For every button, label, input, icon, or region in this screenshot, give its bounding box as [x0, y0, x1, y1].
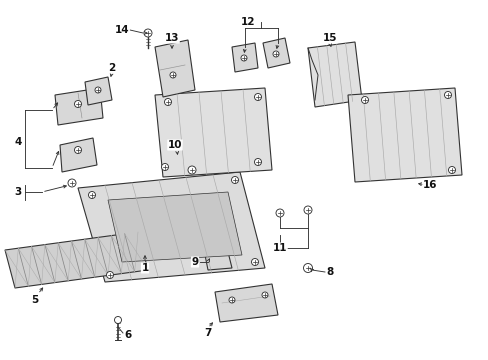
Polygon shape [155, 88, 271, 177]
Circle shape [74, 147, 81, 153]
Polygon shape [5, 232, 148, 288]
Circle shape [228, 297, 235, 303]
Polygon shape [155, 40, 195, 97]
Polygon shape [204, 252, 231, 270]
Polygon shape [347, 88, 461, 182]
Circle shape [164, 99, 171, 105]
Text: 7: 7 [204, 328, 211, 338]
Circle shape [304, 206, 311, 214]
Circle shape [95, 87, 101, 93]
Circle shape [143, 29, 152, 37]
Polygon shape [263, 38, 289, 68]
Polygon shape [215, 284, 278, 322]
Text: 15: 15 [322, 33, 337, 43]
Circle shape [254, 158, 261, 166]
Polygon shape [307, 42, 361, 107]
Polygon shape [60, 138, 97, 172]
Text: 14: 14 [115, 25, 129, 35]
Circle shape [361, 96, 368, 104]
Text: 11: 11 [272, 243, 286, 253]
Text: 13: 13 [164, 33, 179, 43]
Text: 5: 5 [31, 295, 39, 305]
Text: 6: 6 [124, 330, 131, 340]
Text: 1: 1 [141, 263, 148, 273]
Circle shape [114, 316, 121, 324]
Polygon shape [78, 172, 264, 282]
Circle shape [74, 100, 81, 108]
Circle shape [88, 192, 95, 198]
Text: 16: 16 [422, 180, 436, 190]
Circle shape [254, 94, 261, 100]
Text: 9: 9 [191, 257, 198, 267]
Polygon shape [85, 77, 112, 105]
Circle shape [241, 55, 246, 61]
Circle shape [303, 264, 312, 273]
Circle shape [231, 176, 238, 184]
Circle shape [68, 179, 76, 187]
Text: 12: 12 [240, 17, 255, 27]
Text: 4: 4 [14, 137, 21, 147]
Text: 8: 8 [325, 267, 333, 277]
Text: 3: 3 [14, 187, 21, 197]
Text: 2: 2 [108, 63, 115, 73]
Polygon shape [108, 192, 242, 262]
Text: 10: 10 [167, 140, 182, 150]
Circle shape [251, 258, 258, 266]
Circle shape [187, 166, 196, 174]
Circle shape [272, 51, 279, 57]
Polygon shape [231, 43, 258, 72]
Circle shape [170, 72, 176, 78]
Circle shape [275, 209, 284, 217]
Circle shape [447, 166, 454, 174]
Circle shape [161, 163, 168, 171]
Circle shape [262, 292, 267, 298]
Circle shape [106, 271, 113, 279]
Circle shape [444, 91, 450, 99]
Polygon shape [55, 88, 103, 125]
